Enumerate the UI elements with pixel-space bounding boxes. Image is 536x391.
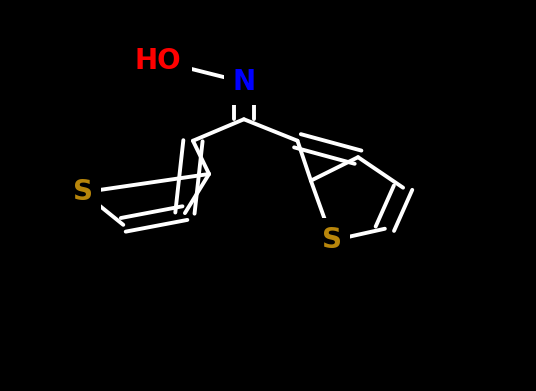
Text: S: S <box>71 176 95 209</box>
Text: N: N <box>230 66 258 99</box>
Text: HO: HO <box>135 47 181 75</box>
Text: HO: HO <box>130 44 186 77</box>
Text: S: S <box>322 226 343 255</box>
Text: N: N <box>232 68 256 96</box>
Text: S: S <box>73 178 93 206</box>
Text: S: S <box>321 224 344 257</box>
